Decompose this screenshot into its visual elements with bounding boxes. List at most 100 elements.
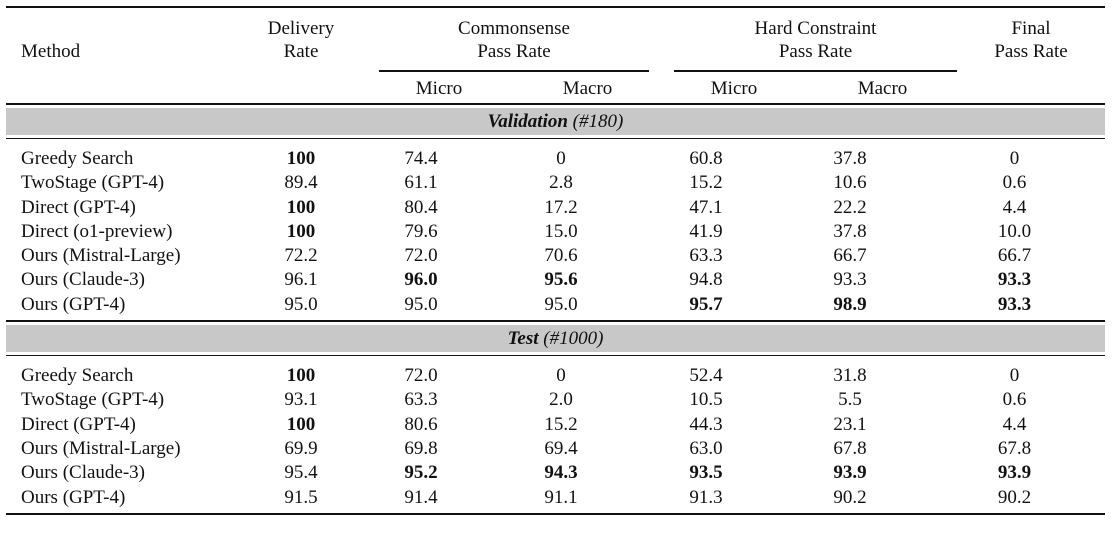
table-row: Direct (GPT-4) 100 80.6 15.2 44.3 23.1 4.4 [6, 413, 1105, 437]
value-cell: 69.4 [544, 437, 578, 459]
value-cell: 93.9 [833, 462, 867, 484]
table-row: Ours (GPT-4) 91.5 91.4 91.1 91.3 90.2 90.2 [6, 486, 1105, 510]
results-table: Method Delivery Rate Commonsense Pass Rate… [6, 6, 1105, 515]
value-cell: 91.3 [689, 486, 723, 508]
header-commonsense-macro: Macro [562, 78, 613, 99]
value-cell: 31.8 [833, 365, 867, 387]
value-cell: 41.9 [689, 220, 723, 242]
method-cell: Greedy Search [21, 148, 134, 169]
method-cell: TwoStage (GPT-4) [21, 389, 165, 411]
value-cell: 0 [556, 148, 566, 169]
value-cell: 2.8 [549, 172, 573, 194]
value-cell: 72.0 [404, 365, 438, 387]
value-cell: 91.1 [544, 486, 578, 508]
value-cell: 37.8 [833, 220, 867, 242]
table-header: Method Delivery Rate Commonsense Pass Rate… [6, 8, 1105, 103]
value-cell: 72.0 [404, 245, 438, 267]
method-cell: Ours (GPT-4) [21, 293, 126, 315]
section-title: Test (#1000) [6, 324, 1105, 352]
header-rule [6, 103, 1105, 105]
table-row: Ours (Claude-3) 96.1 96.0 95.6 94.8 93.3 93.3 [6, 268, 1105, 292]
value-cell: 0 [556, 365, 566, 387]
header-method: Method [21, 41, 81, 62]
value-cell: 69.9 [284, 437, 318, 459]
value-cell: 93.3 [997, 269, 1032, 291]
value-cell: 10.5 [689, 389, 723, 411]
method-cell: Direct (GPT-4) [21, 196, 136, 218]
value-cell: 100 [286, 220, 316, 242]
value-cell: 67.8 [833, 437, 867, 459]
value-cell: 100 [286, 148, 316, 169]
value-cell: 95.7 [689, 293, 723, 315]
value-cell: 96.1 [284, 269, 318, 291]
value-cell: 0 [1009, 148, 1020, 169]
value-cell: 74.4 [404, 148, 438, 169]
value-cell: 67.8 [997, 437, 1032, 459]
table-row: Direct (o1-preview) 100 79.6 15.0 41.9 37.8 10… [6, 220, 1105, 244]
method-cell: TwoStage (GPT-4) [21, 172, 165, 194]
section-title-name: Validation [487, 110, 568, 132]
section-rule [6, 354, 1105, 357]
header-commonsense-micro: Micro [415, 78, 463, 99]
value-cell: 15.0 [544, 220, 578, 242]
value-cell: 90.2 [997, 486, 1032, 508]
table-row: TwoStage (GPT-4) 89.4 61.1 2.8 15.2 10.6 0.6 [6, 171, 1105, 195]
method-cell: Ours (Mistral-Large) [21, 437, 181, 459]
value-cell: 5.5 [838, 389, 862, 411]
header-final-pass-rate: Final Pass Rate [994, 18, 1068, 62]
value-cell: 94.8 [689, 269, 723, 291]
value-cell: 95.6 [544, 269, 578, 291]
value-cell: 100 [286, 365, 316, 387]
section-title-name: Test [507, 327, 539, 349]
hard-constraint-group-rule [674, 70, 957, 72]
value-cell: 69.8 [404, 437, 438, 459]
value-cell: 95.0 [284, 293, 318, 315]
value-cell: 10.0 [997, 220, 1032, 242]
table-row: Ours (Mistral-Large) 69.9 69.8 69.4 63.0 67.8… [6, 437, 1105, 461]
bottom-rule [6, 512, 1105, 515]
table-row: Greedy Search 100 74.4 0 60.8 37.8 0 [6, 147, 1105, 171]
method-cell: Ours (Mistral-Large) [21, 245, 181, 267]
value-cell: 93.5 [689, 462, 723, 484]
table-sections: Validation (#180) Greedy Search 100 74.4 0 60… [6, 107, 1105, 513]
value-cell: 93.1 [284, 389, 318, 411]
value-cell: 66.7 [833, 245, 867, 267]
section-table: Greedy Search 100 72.0 0 52.4 31.8 0 TwoStage (… [6, 364, 1105, 510]
table-row: Ours (GPT-4) 95.0 95.0 95.0 95.7 98.9 93.3 [6, 293, 1105, 317]
method-cell: Ours (Claude-3) [21, 269, 145, 291]
commonsense-group-rule [379, 70, 649, 72]
value-cell: 2.0 [549, 389, 573, 411]
value-cell: 47.1 [689, 196, 723, 218]
value-cell: 80.6 [404, 413, 438, 435]
header-commonsense: Commonsense Pass Rate [458, 18, 570, 62]
header-delivery-rate: Delivery Rate [267, 18, 335, 62]
method-cell: Ours (Claude-3) [21, 462, 145, 484]
top-rule [6, 6, 1105, 8]
value-cell: 93.9 [997, 462, 1032, 484]
section-title-count: (#180) [567, 110, 624, 132]
value-cell: 0.6 [1002, 172, 1027, 194]
value-cell: 95.4 [284, 462, 318, 484]
value-cell: 98.9 [833, 293, 867, 315]
value-cell: 4.4 [1002, 413, 1027, 435]
value-cell: 80.4 [404, 196, 438, 218]
value-cell: 15.2 [544, 413, 578, 435]
value-cell: 15.2 [689, 172, 723, 194]
value-cell: 96.0 [404, 269, 438, 291]
value-cell: 23.1 [833, 413, 867, 435]
value-cell: 0 [1009, 365, 1020, 387]
value-cell: 37.8 [833, 148, 867, 169]
section-title: Validation (#180) [6, 107, 1105, 135]
value-cell: 91.4 [404, 486, 438, 508]
value-cell: 66.7 [997, 245, 1032, 267]
section-table: Greedy Search 100 74.4 0 60.8 37.8 0 TwoStage (… [6, 147, 1105, 317]
header-hard-micro: Micro [710, 78, 758, 99]
table-row: TwoStage (GPT-4) 93.1 63.3 2.0 10.5 5.5 0.6 [6, 388, 1105, 412]
value-cell: 89.4 [284, 172, 318, 194]
value-cell: 52.4 [689, 365, 723, 387]
value-cell: 95.2 [404, 462, 438, 484]
spacer [6, 139, 1105, 147]
value-cell: 100 [286, 196, 316, 218]
header-hard-macro: Macro [857, 78, 908, 99]
spacer [6, 356, 1105, 364]
